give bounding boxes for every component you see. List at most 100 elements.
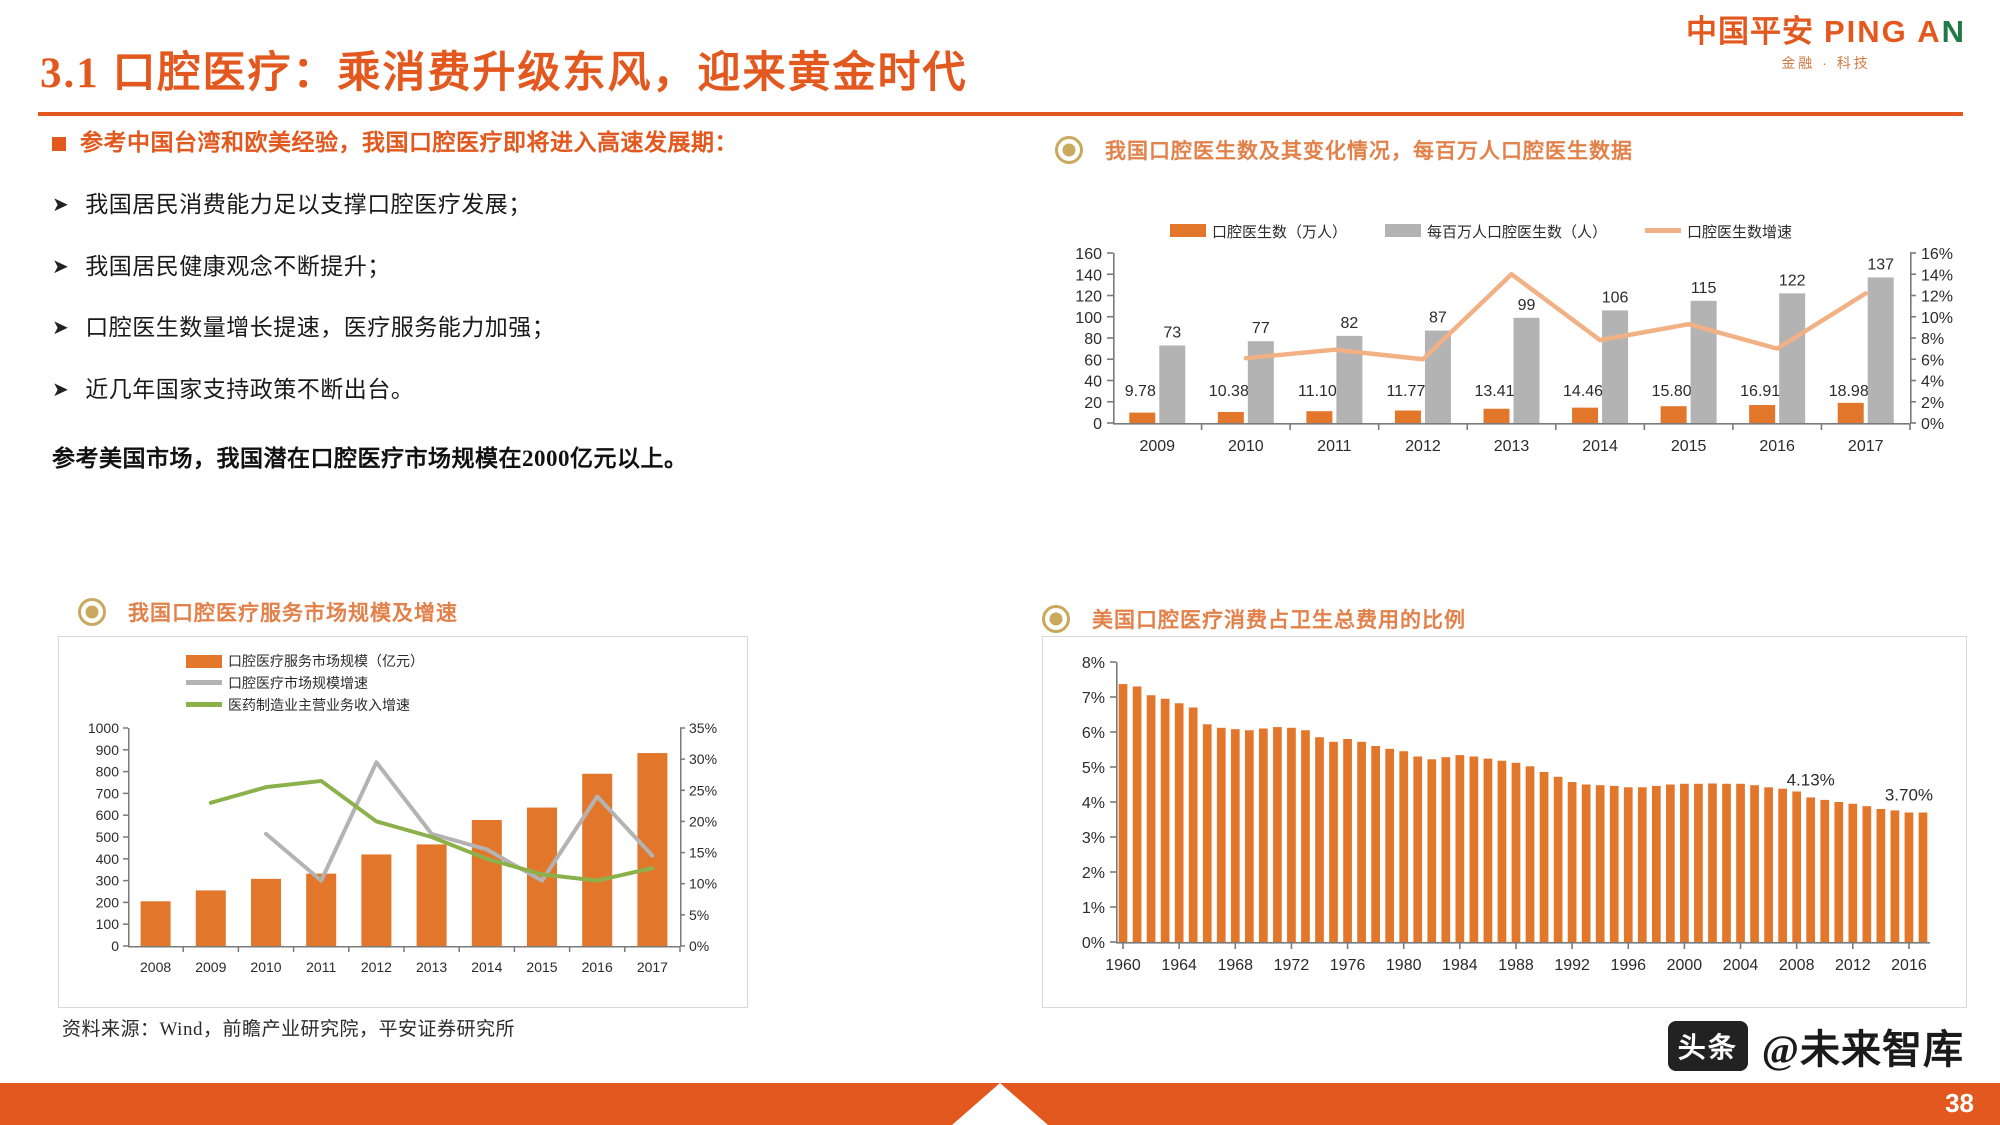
y-tick-label-right: 35% bbox=[689, 720, 717, 736]
x-tick-label: 2012 bbox=[361, 959, 392, 975]
y-tick-right bbox=[680, 882, 685, 885]
bar-us-share bbox=[1553, 776, 1563, 942]
legend-label-2: 医药制造业主营业务收入增速 bbox=[228, 697, 410, 713]
bar-market-size bbox=[251, 878, 281, 946]
bar-us-share bbox=[1329, 741, 1338, 942]
y-tick-label-right: 25% bbox=[689, 782, 717, 798]
logo-en: PING AN bbox=[1823, 14, 1966, 49]
source-note: 资料来源：Wind，前瞻产业研究院，平安证券研究所 bbox=[62, 1019, 515, 1040]
x-tick bbox=[292, 946, 295, 952]
x-axis bbox=[1113, 423, 1910, 425]
bar-us-share bbox=[1160, 698, 1170, 942]
y-tick-label-right: 8% bbox=[1921, 331, 1944, 348]
bar-dentist-count bbox=[1660, 406, 1687, 423]
y-tick-label-right: 30% bbox=[689, 751, 717, 767]
panel-head-market: 我国口腔医疗服务市场规模及增速 bbox=[78, 597, 458, 627]
y-tick-right bbox=[680, 789, 685, 792]
x-tick-label: 2013 bbox=[416, 959, 447, 975]
summary-statement: 参考美国市场，我国潜在口腔医疗市场规模在2000亿元以上。 bbox=[52, 445, 688, 471]
bar-market-size bbox=[471, 819, 502, 946]
bar-label-dentist-count: 15.80 bbox=[1652, 383, 1692, 400]
bar-label-dentist-count: 18.98 bbox=[1829, 383, 1869, 400]
y-tick-right bbox=[680, 758, 685, 760]
y-axis-right bbox=[680, 728, 682, 946]
y-tick-label-right: 2% bbox=[1921, 395, 1944, 412]
y-tick-label-left: 1000 bbox=[88, 720, 119, 736]
y-tick-right bbox=[1910, 315, 1916, 318]
bar-us-share bbox=[1525, 766, 1535, 942]
bar-us-share bbox=[1357, 741, 1366, 942]
bar-label-dentist-count: 11.10 bbox=[1298, 383, 1337, 400]
bullet-item-3-label: 口腔医生数量增长提速，医疗服务能力加强； bbox=[85, 315, 556, 341]
bar-us-share bbox=[1118, 684, 1128, 942]
logo-subtitle: 金融 · 科技 bbox=[1781, 55, 1871, 71]
x-tick-label: 1960 bbox=[1105, 957, 1141, 974]
bullet-ring-icon bbox=[78, 598, 106, 626]
y-tick-right bbox=[1910, 273, 1916, 276]
footer-bar: 38 bbox=[0, 1083, 2000, 1125]
legend-label-1: 每百万人口腔医生数（人） bbox=[1427, 224, 1607, 241]
y-tick-left bbox=[1107, 422, 1113, 424]
y-tick bbox=[1110, 801, 1116, 803]
y-tick-right bbox=[1910, 252, 1916, 254]
y-tick-left bbox=[1107, 294, 1113, 297]
bar-market-size bbox=[361, 854, 392, 946]
chart-usshare: 0% 1% 2% 3% 4% 5% 6% 7% 8% 1960 1964 1968 1972 1976 19… bbox=[1042, 636, 1967, 1008]
x-tick-label: 2004 bbox=[1723, 957, 1759, 974]
y-tick-right bbox=[680, 914, 685, 916]
x-tick-label: 1964 bbox=[1161, 957, 1197, 974]
bar-label-per-million: 77 bbox=[1252, 320, 1270, 337]
x-tick bbox=[568, 946, 571, 952]
arrow-bullet-icon: ➤ bbox=[52, 255, 70, 278]
x-tick bbox=[1200, 423, 1203, 430]
bar-us-share bbox=[1651, 785, 1661, 942]
bar-us-share bbox=[1623, 787, 1633, 942]
x-tick bbox=[1178, 942, 1180, 949]
y-tick-left bbox=[123, 749, 128, 751]
bar-label-dentist-count: 16.91 bbox=[1740, 383, 1780, 400]
legend-label-2: 口腔医生数增速 bbox=[1687, 224, 1792, 241]
bullet-item-4-label: 近几年国家支持政策不断出台。 bbox=[85, 377, 415, 403]
bar-label-dentist-count: 13.41 bbox=[1474, 383, 1514, 400]
x-tick bbox=[1909, 423, 1911, 430]
x-tick-label: 2012 bbox=[1405, 438, 1441, 455]
bar-us-share bbox=[1511, 762, 1521, 942]
y-tick bbox=[1110, 696, 1116, 698]
bar-market-size bbox=[582, 773, 613, 946]
x-tick bbox=[1402, 942, 1405, 949]
bar-us-share bbox=[1694, 783, 1703, 942]
bullet-ring-icon bbox=[1055, 136, 1083, 164]
bar-us-share bbox=[1708, 783, 1717, 942]
bar-dentist-count bbox=[1129, 412, 1156, 423]
y-tick bbox=[1110, 871, 1116, 873]
x-tick bbox=[1683, 942, 1686, 949]
bar-market-size bbox=[416, 844, 447, 946]
bar-per-million bbox=[1779, 293, 1806, 423]
y-tick-label-right: 6% bbox=[1921, 352, 1944, 369]
panel-head-dentists: 我国口腔医生数及其变化情况，每百万人口腔医生数据 bbox=[1055, 135, 1633, 165]
y-tick-label-right: 15% bbox=[689, 845, 717, 861]
bar-us-share bbox=[1581, 784, 1591, 942]
y-tick-label-left: 800 bbox=[96, 764, 120, 780]
x-tick bbox=[237, 946, 240, 952]
bar-us-share bbox=[1792, 791, 1802, 942]
page-number: 38 bbox=[1945, 1088, 1974, 1118]
y-tick-right bbox=[1910, 400, 1916, 403]
y-tick-label-left: 300 bbox=[96, 873, 120, 889]
x-tick-label: 2011 bbox=[1317, 438, 1352, 455]
y-tick-label-right: 16% bbox=[1921, 246, 1953, 263]
legend-swatch-0 bbox=[1170, 224, 1206, 237]
x-tick bbox=[1346, 942, 1349, 949]
bar-dentist-count bbox=[1483, 408, 1510, 423]
bar-us-share bbox=[1848, 803, 1858, 942]
x-tick-label: 1980 bbox=[1386, 957, 1422, 974]
annotation-0: 4.13% bbox=[1787, 770, 1835, 789]
bullet-item-4: ➤ 近几年国家支持政策不断出台。 bbox=[52, 376, 862, 405]
bar-us-share bbox=[1216, 727, 1226, 942]
bar-us-share bbox=[1413, 756, 1423, 942]
y-tick-right bbox=[1910, 337, 1916, 339]
y-tick bbox=[1110, 731, 1116, 733]
y-tick-label: 4% bbox=[1082, 795, 1105, 812]
x-tick-label: 2016 bbox=[582, 959, 613, 975]
bar-us-share bbox=[1778, 788, 1787, 942]
